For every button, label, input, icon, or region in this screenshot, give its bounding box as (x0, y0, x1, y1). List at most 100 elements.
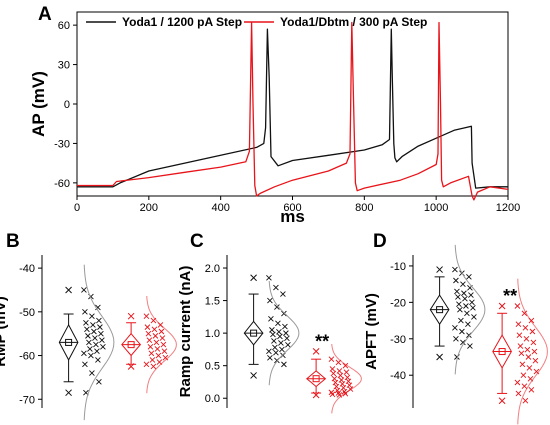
panel-c-data-point-0 (274, 304, 280, 310)
panel-c-data-point-0 (267, 297, 273, 304)
panel-d-data-point-0 (456, 301, 462, 307)
panel-b-data-point-0 (82, 361, 88, 368)
panel-c-box-0 (243, 320, 264, 346)
panel-b-data-point-1 (159, 335, 166, 341)
panel-c-significance-label: ** (315, 331, 329, 351)
panel-d-y-tick-label: -40 (390, 370, 406, 382)
panel-b-data-point-0 (89, 370, 95, 376)
panel-a-x-tick-label: 1200 (496, 202, 520, 214)
panel-b-data-point-0 (92, 335, 98, 341)
panel-b-y-tick-label: -60 (19, 351, 35, 363)
panel-b-data-point-1 (150, 363, 157, 370)
panel-a-y-tick-label: -30 (54, 138, 70, 150)
panel-c-data-point-0 (284, 335, 290, 342)
panel-d-data-point-1 (514, 303, 521, 309)
panel-d-data-point-1 (524, 346, 531, 353)
panel-c-data-point-0 (267, 355, 273, 361)
panel-a-legend-label-1: Yoda1/Dbtm / 300 pA Step (280, 15, 427, 29)
panel-c-mean-marker-0 (250, 329, 258, 337)
panel-d-data-point-1 (521, 310, 528, 317)
panel-c-distribution-curve-1 (331, 343, 362, 414)
panel-label-d: D (373, 231, 387, 252)
panel-b-data-point-0 (81, 287, 87, 293)
panel-b-data-point-0 (81, 350, 87, 357)
panel-c-data-point-1 (328, 356, 335, 362)
panel-d-data-point-1 (517, 343, 524, 349)
panel-d-distribution-curve-0 (454, 244, 486, 375)
panel-c-min-marker-1 (312, 391, 320, 399)
panel-d-data-point-0 (454, 288, 460, 295)
panel-b-data-point-1 (155, 352, 162, 359)
panel-b-data-point-0 (96, 317, 102, 324)
panel-b-data-point-1 (154, 346, 161, 352)
panel-d-box-0 (429, 294, 450, 326)
panel-c-y-axis-title: Ramp current (nA) (177, 266, 194, 398)
panel-d-significance-label: ** (503, 286, 517, 306)
panel-b-y-axis-title: RMP (mV) (0, 296, 9, 367)
panel-b-data-point-0 (99, 337, 105, 344)
panel-b-data-point-0 (89, 313, 95, 320)
panel-d-data-point-0 (468, 292, 474, 298)
panel-c-data-point-0 (276, 329, 282, 335)
panel-a-x-tick-label: 400 (211, 202, 229, 214)
panel-d-data-point-1 (523, 335, 530, 342)
panel-b-data-point-0 (91, 328, 97, 335)
panel-d-data-point-0 (455, 294, 461, 300)
panel-b-data-point-1 (147, 343, 154, 350)
panel-c-data-point-0 (270, 331, 276, 338)
panel-b-data-point-0 (85, 333, 91, 339)
panel-b-data-point-0 (82, 309, 88, 315)
panel-b-data-point-1 (146, 337, 153, 344)
panel-d-box-1 (492, 334, 512, 369)
panel-b-max-marker-1 (127, 312, 135, 320)
panel-a-y-tick-label: -60 (54, 178, 70, 190)
panel-c-data-point-0 (278, 340, 284, 346)
panel-d-data-point-0 (471, 314, 477, 320)
panel-c-data-point-0 (271, 338, 277, 344)
panel-b-rmp-chart: -40 -50 -60 -70 RMP (mV) (0, 255, 177, 421)
panel-a-y-tick-label: 0 (64, 99, 70, 111)
panel-d-data-point-0 (453, 335, 459, 342)
panel-d-max-marker-0 (436, 266, 443, 273)
panel-c-data-point-0 (281, 310, 287, 317)
panel-b-box-1 (121, 332, 142, 357)
panel-c-mean-marker-1 (312, 375, 320, 383)
panel-d-min-marker-1 (498, 397, 506, 405)
panel-a-x-tick-label: 200 (140, 202, 158, 214)
panel-d-y-axis-title: APFT (mV) (363, 293, 380, 370)
panel-b-min-marker-0 (65, 389, 72, 397)
panel-d-mean-marker-1 (498, 348, 506, 356)
panel-b-data-point-1 (161, 348, 168, 354)
panel-c-y-tick-label: 0.5 (205, 361, 220, 373)
panel-b-data-point-0 (84, 326, 90, 333)
panel-b-data-point-1 (152, 333, 159, 339)
panel-d-data-point-0 (452, 266, 458, 273)
panel-d-data-point-1 (528, 386, 535, 393)
panel-d-data-point-0 (457, 306, 463, 313)
panel-d-mean-marker-0 (436, 306, 444, 314)
panel-c-max-marker-0 (250, 274, 257, 282)
panel-c-data-point-1 (329, 391, 336, 398)
panel-b-data-point-0 (88, 352, 94, 359)
panel-d-data-point-1 (514, 379, 521, 386)
panel-d-data-point-1 (522, 325, 529, 331)
panel-c-y-tick-label: 1.5 (205, 296, 220, 308)
panel-d-data-point-1 (515, 390, 522, 397)
panel-c-box-1 (306, 370, 327, 388)
panel-d-data-point-0 (463, 303, 469, 309)
panel-a-y-tick-label: 60 (58, 20, 70, 32)
panel-c-data-point-0 (282, 323, 288, 330)
panel-a-x-axis-title: ms (280, 207, 305, 226)
panel-d-data-point-0 (460, 281, 466, 287)
panel-b-distribution-curve-1 (146, 295, 177, 394)
panel-c-data-point-1 (343, 369, 350, 376)
panel-d-data-point-1 (515, 321, 522, 328)
panel-d-apft-chart: -10 -20 -30 -40 APFT (mV) ** (363, 244, 548, 425)
panel-d-data-point-0 (465, 321, 471, 328)
panel-d-data-point-0 (458, 317, 464, 324)
panel-c-y-tick-label: 2.0 (205, 263, 220, 275)
panel-d-y-tick-label: -30 (390, 334, 406, 346)
panel-d-data-point-0 (467, 343, 473, 349)
panel-d-y-tick-label: -20 (390, 297, 406, 309)
panel-d-data-point-0 (453, 277, 459, 284)
